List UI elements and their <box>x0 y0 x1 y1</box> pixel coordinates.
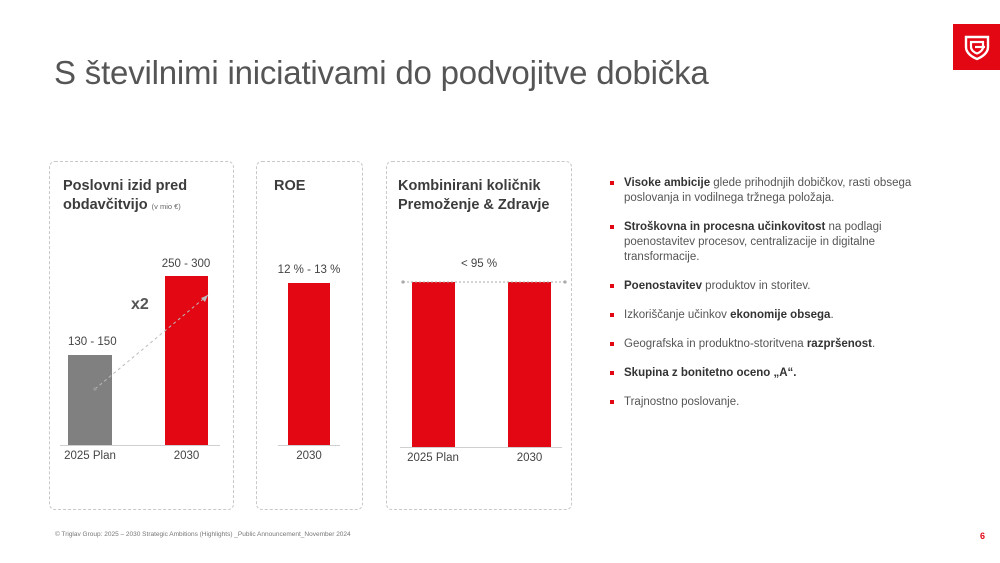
page-number: 6 <box>980 531 986 541</box>
combined-ratio-bar-2025 <box>412 282 455 447</box>
profit-card-title-line1: Poslovni izid pred <box>63 178 188 194</box>
profit-bar-2025 <box>68 355 112 445</box>
bullet-bold: ekonomije obsega <box>730 309 831 321</box>
combined-ratio-title-line2: Premoženje & Zdravje <box>398 197 550 213</box>
bullet-marker-icon <box>610 371 614 375</box>
roe-x-label-2030: 2030 <box>296 450 322 462</box>
bullet-pre: Trajnostno poslovanje <box>624 396 737 408</box>
combined-ratio-title-line1: Kombinirani količnik <box>398 178 541 194</box>
bullet-item: Poenostavitev produktov in storitev. <box>610 279 930 294</box>
x-label-2025-plan: 2025 Plan <box>64 450 116 462</box>
bullet-bold: Poenostavitev <box>624 280 702 292</box>
bullet-item: Geografska in produktno-storitvena razpr… <box>610 337 930 352</box>
bar-value-label-2025: 130 - 150 <box>68 336 117 348</box>
growth-annotation: x2 <box>131 296 149 313</box>
bullet-marker-icon <box>610 313 614 317</box>
bullet-bold: Skupina z bonitetno oceno „A“. <box>624 367 797 379</box>
x-label-2030: 2030 <box>173 450 200 462</box>
roe-axis <box>278 445 340 446</box>
bullet-bold: Stroškovna in procesna učinkovitost <box>624 221 826 233</box>
bullet-marker-icon <box>610 225 614 229</box>
combined-ratio-card-title: Kombinirani količnik Premoženje & Zdravj… <box>398 177 550 215</box>
profit-bar-2030 <box>165 276 208 445</box>
bullet-text: . <box>830 309 834 321</box>
page-title: S številnimi iniciativami do podvojitve … <box>54 54 709 91</box>
profit-card-title-line2: obdavčitvijo (v mio €) <box>63 196 187 216</box>
bullet-text: . <box>872 338 876 350</box>
bullet-text: . <box>736 396 740 408</box>
bullet-text: glede prihodnjih dobičkov, rasti obsega … <box>624 177 912 204</box>
roe-value-label: 12 % - 13 % <box>277 264 341 276</box>
combined-x-label-2025-plan: 2025 Plan <box>407 452 459 464</box>
bullet-marker-icon <box>610 400 614 404</box>
bullet-bold: razpršenost <box>806 338 873 350</box>
profit-axis <box>60 445 220 446</box>
bullet-item: Visoke ambicije glede prihodnjih dobičko… <box>610 176 930 206</box>
profit-card-title-text: obdavčitvijo <box>63 197 148 213</box>
combined-ratio-card <box>386 161 572 510</box>
bar-value-label-2030: 250 - 300 <box>161 258 211 270</box>
combined-ratio-bar-2030 <box>508 282 551 447</box>
growth-arrow <box>93 294 209 391</box>
bullet-marker-icon <box>610 342 614 346</box>
roe-card <box>256 161 363 510</box>
combined-x-label-2030: 2030 <box>516 452 543 464</box>
profit-card-title: Poslovni izid pred obdavčitvijo (v mio €… <box>63 177 187 216</box>
bullet-bold: Visoke ambicije <box>624 177 711 189</box>
roe-bar-2030 <box>288 283 330 445</box>
initiatives-list: Visoke ambicije glede prihodnjih dobičko… <box>610 176 930 424</box>
roe-card-title: ROE <box>274 178 306 194</box>
combined-ratio-value-label: < 95 % <box>460 258 498 270</box>
footer-copyright: © Triglav Group: 2025 – 2030 Strategic A… <box>55 531 351 538</box>
bullet-pre: Izkoriščanje učinkov <box>624 309 731 321</box>
combined-ratio-axis <box>400 447 562 448</box>
bullet-item: Stroškovna in procesna učinkovitost na p… <box>610 220 930 265</box>
triglav-logo-icon <box>953 24 1000 70</box>
bullet-item: Skupina z bonitetno oceno „A“. <box>610 366 930 381</box>
bullet-marker-icon <box>610 284 614 288</box>
bullet-pre: Geografska in produktno-storitvena <box>624 338 807 350</box>
profit-card <box>49 161 234 510</box>
bullet-text: produktov in storitev. <box>701 280 811 292</box>
bullet-text: na podlagi poenostavitev procesov, centr… <box>624 221 882 263</box>
bullet-item: Izkoriščanje učinkov ekonomije obsega. <box>610 308 930 323</box>
bullet-item: Trajnostno poslovanje. <box>610 395 930 410</box>
target-line <box>401 280 567 284</box>
unit-label: (v mio €) <box>151 202 181 211</box>
bullet-marker-icon <box>610 181 614 185</box>
